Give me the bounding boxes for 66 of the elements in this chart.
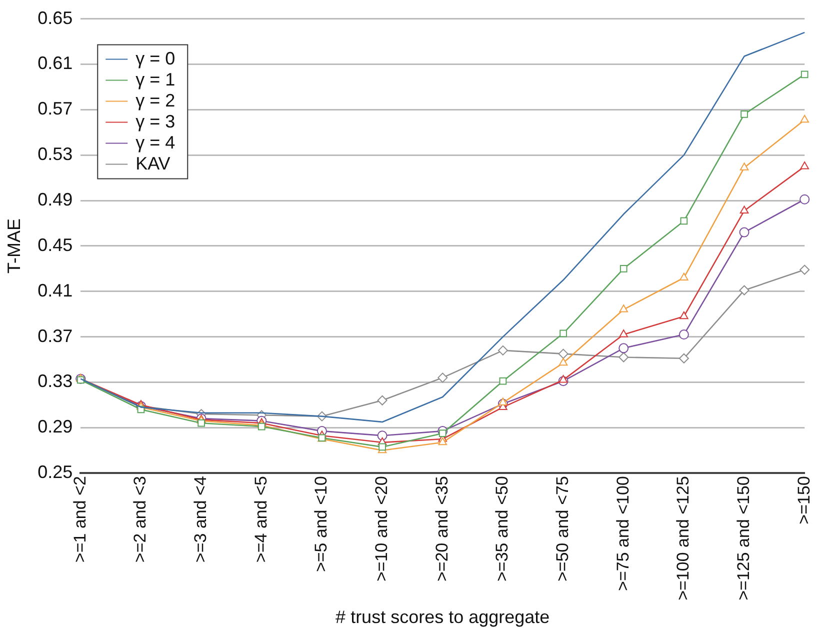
y-tick-label: 0.45 <box>38 234 73 255</box>
point <box>680 217 688 225</box>
y-tick-label: 0.33 <box>38 371 73 392</box>
point <box>618 352 629 362</box>
point <box>620 264 628 272</box>
point <box>438 372 448 383</box>
point <box>378 443 386 451</box>
point <box>558 374 568 383</box>
x-tick-label: >=50 and <75 <box>552 476 572 582</box>
x-tick-label: >=3 and <4 <box>190 476 210 563</box>
legend-label: γ = 4 <box>136 132 176 152</box>
point <box>678 353 689 364</box>
point <box>680 311 688 320</box>
point <box>800 114 809 123</box>
point <box>558 358 568 366</box>
x-axis-title: # trust scores to aggregate <box>336 607 550 628</box>
x-tick-label: >=150 <box>794 476 814 524</box>
point <box>740 162 749 170</box>
y-tick-label: 0.61 <box>38 53 73 74</box>
x-tick-label: >=100 and <125 <box>674 476 693 600</box>
y-tick-label: 0.25 <box>38 462 73 482</box>
point <box>618 343 629 354</box>
point <box>498 345 508 356</box>
x-tick-label: >=75 and <100 <box>613 476 632 591</box>
point <box>800 264 810 275</box>
y-tick-label: 0.57 <box>38 98 73 119</box>
point <box>800 194 810 204</box>
point <box>678 330 689 340</box>
y-tick-label: 0.49 <box>38 189 73 210</box>
point <box>680 272 688 280</box>
x-tick-label: >=10 and <20 <box>372 476 391 582</box>
point <box>377 395 388 406</box>
point <box>739 285 750 296</box>
point <box>619 330 628 338</box>
x-tick-label: >=4 and <5 <box>251 476 270 563</box>
y-tick-label: 0.41 <box>38 280 73 300</box>
y-tick-label: 0.37 <box>38 326 73 346</box>
x-tick-label: >=5 and <10 <box>312 476 331 572</box>
point <box>558 348 568 359</box>
y-tick-label: 0.29 <box>38 416 73 437</box>
point <box>498 398 508 406</box>
legend-label: γ = 3 <box>136 111 176 132</box>
x-tick-label: >=35 and <50 <box>492 476 512 582</box>
y-tick-label: 0.53 <box>38 144 73 164</box>
x-tick-label: >=20 and <35 <box>432 476 452 582</box>
point <box>499 377 507 385</box>
x-tick-label: >=2 and <3 <box>130 476 150 563</box>
x-tick-label: >=125 and <150 <box>734 476 753 600</box>
point <box>740 110 748 118</box>
y-axis-title: T-MAE <box>4 218 24 274</box>
point <box>438 437 448 446</box>
x-tick-label: >=1 and <2 <box>70 476 90 563</box>
point <box>800 161 809 170</box>
legend-label: γ = 1 <box>136 69 176 90</box>
y-tick-label: 0.65 <box>38 8 73 28</box>
point <box>739 227 750 238</box>
point <box>198 419 205 427</box>
legend-label: KAV <box>136 153 170 174</box>
point <box>560 330 567 338</box>
point <box>800 70 808 78</box>
point <box>740 206 749 214</box>
point <box>438 430 446 438</box>
point <box>619 304 628 312</box>
point <box>258 422 266 430</box>
legend-label: γ = 2 <box>136 90 176 110</box>
legend-label: γ = 0 <box>136 48 176 68</box>
